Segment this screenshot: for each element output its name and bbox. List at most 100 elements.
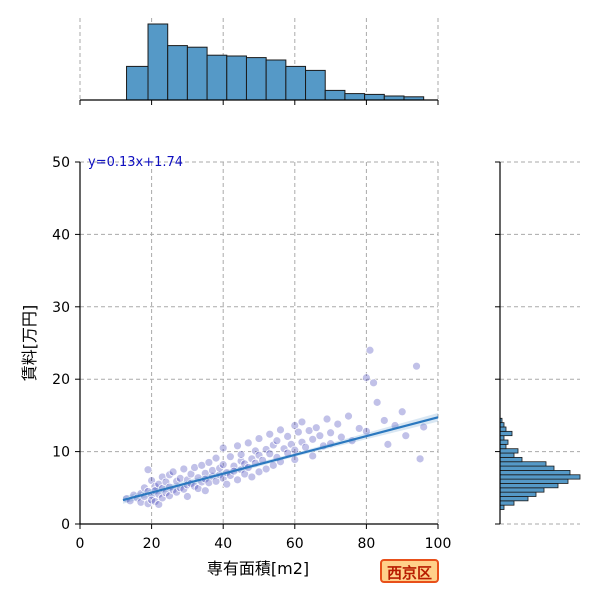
scatter-point [204,458,214,467]
scatter-point [379,416,389,425]
regression-equation: y=0.13x+1.74 [88,155,183,170]
right-hist-bar [499,474,581,480]
top-hist-bar [305,69,326,101]
scatter-point [322,414,332,424]
scatter-point [225,452,235,462]
top-hist-bar [324,89,346,101]
top-hist-bar [226,55,247,101]
right-hist-bar [499,461,547,467]
scatter-point [265,429,275,439]
scatter-point [272,436,282,446]
top-hist-bar [285,65,307,101]
scatter-point [182,492,192,501]
scatter-point [218,460,228,470]
x-axis-label: 専有面積[m2] [207,559,309,578]
scatter-point [311,423,321,433]
top-hist-bar [206,54,228,101]
scatter-point [419,422,429,432]
scatter-point [326,428,336,438]
scatter-point [243,438,253,448]
scatter-point [336,432,346,442]
scatter-point [397,407,407,417]
y-tick-label: 40 [52,227,70,243]
district-badge: 西京区 [380,559,440,583]
top-hist-bar [126,65,149,101]
scatter-point [361,373,371,383]
top-hist-bar [167,45,188,101]
x-tick-label: 80 [357,536,375,552]
scatter-point [412,361,421,371]
right-hist-bar [499,439,509,445]
right-hist-bar [499,470,571,476]
y-tick-label: 0 [61,517,70,533]
top-hist-bar [364,93,385,101]
right-hist-bar [499,456,523,463]
main-axes: 0 20 40 60 80 100 0 10 20 30 40 50 [52,155,451,552]
scatter-point [261,464,271,474]
x-tick-label: 0 [76,536,85,552]
right-hist-bar [499,500,515,506]
right-hist-bar [499,452,515,458]
scatter-point [143,465,153,475]
scatter-point [179,464,189,474]
regression-layer [122,412,439,504]
scatter-points [122,345,429,509]
scatter-point [333,419,343,429]
x-tick-label: 20 [143,536,161,552]
scatter-point [236,450,246,459]
scatter-point [369,378,378,388]
scatter-point [315,431,325,441]
y-tick-label: 30 [52,300,70,316]
scatter-point [168,467,178,477]
right-hist-bar [499,430,513,437]
scatter-point [365,345,375,355]
scatter-point [233,441,242,451]
scatter-point [222,479,232,489]
right-hist-bar [499,448,519,454]
x-tick-label: 100 [425,536,452,552]
y-axis-label: 賃料[万円] [20,305,39,382]
scatter-point [200,486,210,496]
scatter-point [308,451,318,461]
scatter-point [247,472,257,482]
scatter-point [344,411,353,421]
scatter-point [233,475,242,485]
right-hist-bar [499,465,555,471]
right-hist-bar [499,491,537,497]
top-hist-bar [147,23,169,101]
right-hist-bar [499,483,559,489]
x-tick-label: 40 [214,536,232,552]
scatter-point [211,453,221,463]
scatter-point [372,397,382,407]
scatter-point [190,463,199,472]
top-hist-bar [245,57,267,101]
right-hist-bar [499,426,507,432]
y-tick-label: 10 [52,445,70,461]
scatter-point [383,439,393,449]
scatter-point [276,425,285,435]
top-histogram [79,18,439,105]
right-histogram [495,161,581,525]
scatter-point [297,417,307,427]
scatter-point [308,434,318,444]
scatter-point [293,427,303,437]
right-hist-bar [499,496,529,502]
x-tick-label: 60 [286,536,304,552]
right-hist-bar [499,478,569,484]
scatter-point [401,431,411,441]
scatter-point [218,443,228,453]
scatter-point [254,434,264,443]
scatter-point [175,473,185,483]
y-tick-label: 50 [52,155,70,171]
scatter-point [265,449,275,459]
top-hist-bar [344,93,366,101]
scatter-point [415,454,425,464]
right-hist-bar [499,487,545,493]
top-hist-bar [186,46,208,101]
y-tick-label: 20 [52,372,70,388]
regression-line [122,416,439,502]
top-hist-bar [265,59,287,101]
right-hist-bar [499,443,507,450]
scatter-point [283,431,293,441]
